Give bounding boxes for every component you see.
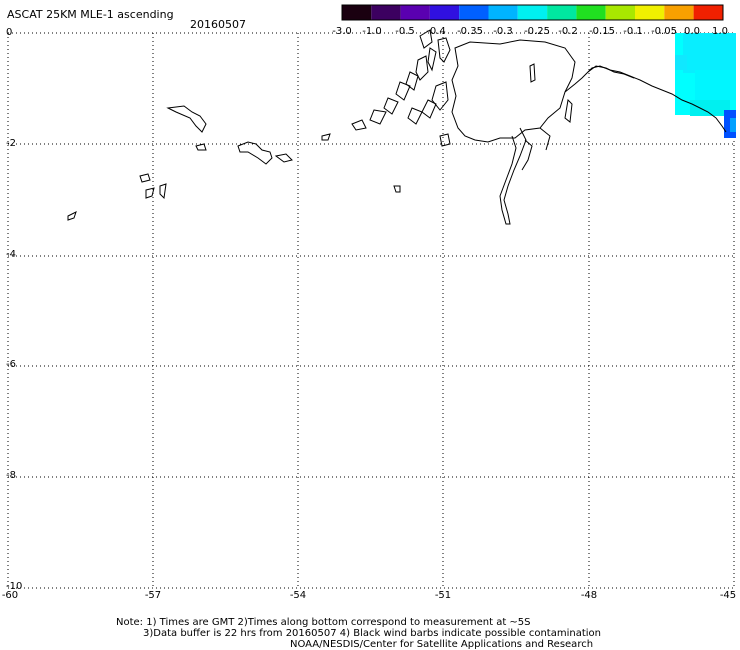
y-tick-label: -2 [6, 138, 16, 149]
colorbar-swatch [488, 5, 518, 20]
coastline [67, 29, 727, 225]
x-tick-label: -60 [1, 590, 19, 601]
colorbar-swatch [371, 5, 401, 20]
colorbar-label: -0.4 [426, 26, 446, 37]
colorbar-label: -3.0 [332, 26, 352, 37]
colorbar-swatch [693, 5, 723, 20]
footer-note-line1: Note: 1) Times are GMT 2)Times along bot… [116, 617, 531, 628]
colorbar-label: -0.25 [524, 26, 550, 37]
colorbar-swatch [400, 5, 430, 20]
colorbar-label: -0.05 [651, 26, 677, 37]
map-date: 20160507 [190, 18, 246, 31]
colorbar-swatch [576, 5, 606, 20]
footer-note-line3: NOAA/NESDIS/Center for Satellite Applica… [290, 639, 594, 650]
map-title: ASCAT 25KM MLE-1 ascending [7, 8, 174, 21]
colorbar-swatch [605, 5, 635, 20]
colorbar-swatch [547, 5, 577, 20]
colorbar-swatch [517, 5, 548, 20]
colorbar-label: -0.1 [623, 26, 643, 37]
y-tick-label: -10 [6, 581, 23, 592]
x-tick-label: -57 [144, 590, 162, 601]
colorbar-swatch [635, 5, 665, 20]
y-tick-label: -4 [6, 249, 16, 260]
colorbar-label: -0.3 [493, 26, 513, 37]
colorbar-label: -0.35 [457, 26, 483, 37]
colorbar-swatch [459, 5, 489, 20]
colorbar [341, 4, 724, 21]
y-tick-label: -6 [6, 359, 16, 370]
colorbar-label: -0.15 [589, 26, 615, 37]
colorbar-swatch [342, 5, 372, 20]
colorbar-label: 0.0 [684, 26, 700, 37]
y-tick-label: -8 [6, 470, 16, 481]
x-tick-label: -48 [580, 590, 598, 601]
colorbar-swatch [429, 5, 460, 20]
colorbar-label: -1.0 [362, 26, 382, 37]
colorbar-label: 1.0 [712, 26, 728, 37]
colorbar-label: -0.5 [395, 26, 415, 37]
colorbar-label: -0.2 [558, 26, 578, 37]
x-tick-label: -45 [719, 590, 737, 601]
wind-data-swath [675, 33, 736, 138]
x-tick-label: -51 [434, 590, 452, 601]
y-tick-label: 0 [6, 27, 13, 38]
footer-note-line2: 3)Data buffer is 22 hrs from 20160507 4)… [143, 628, 601, 639]
x-tick-label: -54 [289, 590, 307, 601]
colorbar-swatch [664, 5, 694, 20]
